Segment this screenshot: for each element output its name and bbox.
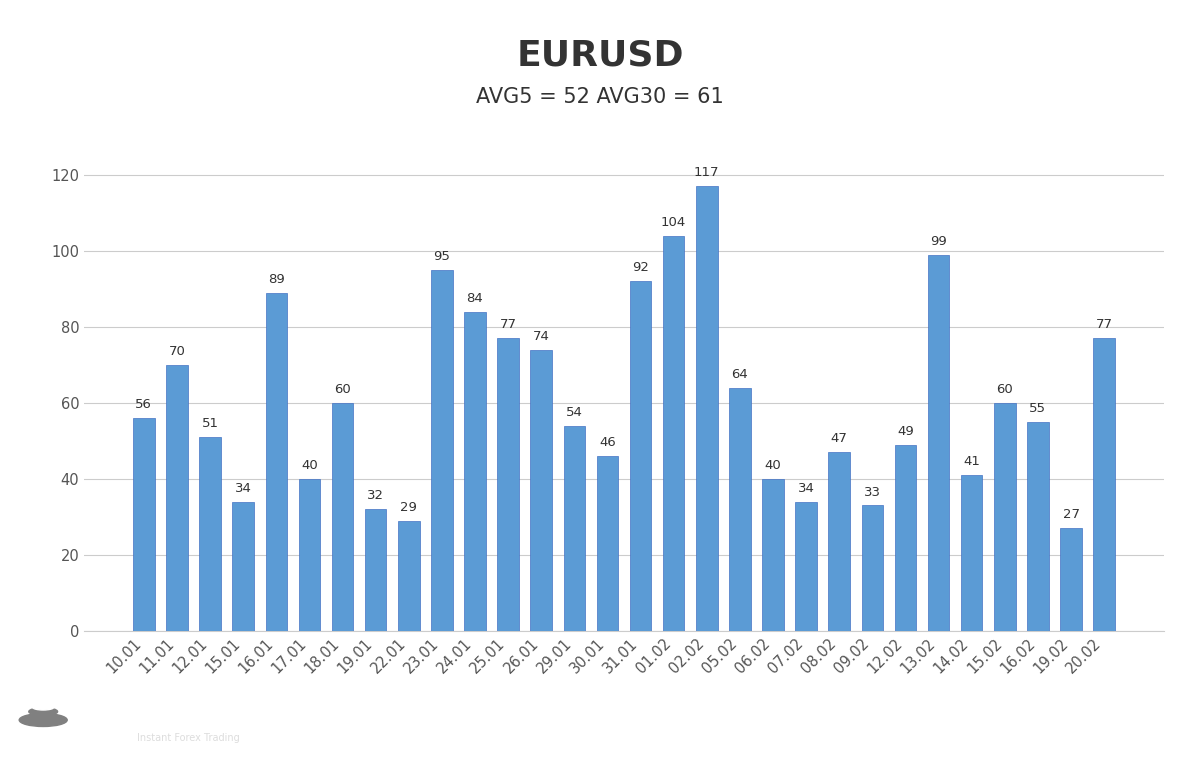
- Bar: [365, 509, 386, 631]
- Bar: [1093, 338, 1115, 631]
- Circle shape: [29, 708, 58, 715]
- Bar: [662, 236, 684, 631]
- Circle shape: [73, 730, 95, 736]
- Circle shape: [90, 720, 112, 726]
- Bar: [199, 437, 221, 631]
- Text: 60: 60: [334, 383, 350, 396]
- Bar: [596, 456, 618, 631]
- Bar: [730, 388, 751, 631]
- Bar: [497, 338, 518, 631]
- Text: 77: 77: [1096, 318, 1112, 331]
- Text: 32: 32: [367, 489, 384, 502]
- Text: instaforex: instaforex: [137, 708, 214, 724]
- Circle shape: [0, 709, 13, 714]
- Circle shape: [19, 714, 67, 727]
- Text: 51: 51: [202, 417, 218, 430]
- Bar: [464, 312, 486, 631]
- Bar: [994, 403, 1015, 631]
- Text: 47: 47: [830, 432, 847, 445]
- Bar: [895, 445, 917, 631]
- Bar: [133, 418, 155, 631]
- Text: 46: 46: [599, 436, 616, 449]
- Bar: [398, 521, 420, 631]
- Text: 104: 104: [661, 216, 686, 229]
- Text: 117: 117: [694, 166, 720, 179]
- Text: 92: 92: [632, 261, 649, 274]
- Text: 60: 60: [996, 383, 1013, 396]
- Text: 95: 95: [433, 250, 450, 263]
- Bar: [961, 475, 983, 631]
- Bar: [828, 452, 850, 631]
- Bar: [564, 426, 586, 631]
- Text: 49: 49: [898, 425, 914, 438]
- Text: AVG5 = 52 AVG30 = 61: AVG5 = 52 AVG30 = 61: [476, 87, 724, 107]
- Bar: [796, 502, 817, 631]
- Bar: [1061, 528, 1081, 631]
- Text: 34: 34: [798, 482, 815, 495]
- Text: 99: 99: [930, 235, 947, 248]
- Bar: [431, 270, 452, 631]
- Text: 55: 55: [1030, 402, 1046, 415]
- Bar: [530, 350, 552, 631]
- Text: 33: 33: [864, 486, 881, 499]
- Text: Instant Forex Trading: Instant Forex Trading: [137, 733, 240, 743]
- Bar: [696, 186, 718, 631]
- Bar: [762, 479, 784, 631]
- Bar: [630, 281, 652, 631]
- Bar: [1027, 422, 1049, 631]
- Circle shape: [32, 735, 54, 741]
- Text: 40: 40: [764, 459, 781, 472]
- Bar: [265, 293, 287, 631]
- Circle shape: [32, 705, 54, 710]
- Text: 89: 89: [268, 273, 284, 286]
- Circle shape: [0, 730, 13, 736]
- Bar: [167, 365, 187, 631]
- Bar: [928, 255, 949, 631]
- Bar: [233, 502, 254, 631]
- Text: 29: 29: [401, 501, 418, 514]
- Text: 77: 77: [499, 318, 517, 331]
- Bar: [299, 479, 320, 631]
- Circle shape: [0, 702, 120, 743]
- Text: 34: 34: [235, 482, 252, 495]
- Text: 70: 70: [168, 345, 186, 358]
- Text: 41: 41: [964, 455, 980, 468]
- Circle shape: [73, 709, 95, 714]
- Text: 64: 64: [732, 368, 749, 381]
- Text: 56: 56: [136, 398, 152, 411]
- Text: EURUSD: EURUSD: [516, 38, 684, 72]
- Bar: [331, 403, 353, 631]
- Text: 84: 84: [467, 292, 484, 305]
- Text: 54: 54: [566, 406, 583, 419]
- Text: 74: 74: [533, 330, 550, 343]
- Bar: [862, 505, 883, 631]
- Text: 27: 27: [1062, 508, 1080, 521]
- Text: 40: 40: [301, 459, 318, 472]
